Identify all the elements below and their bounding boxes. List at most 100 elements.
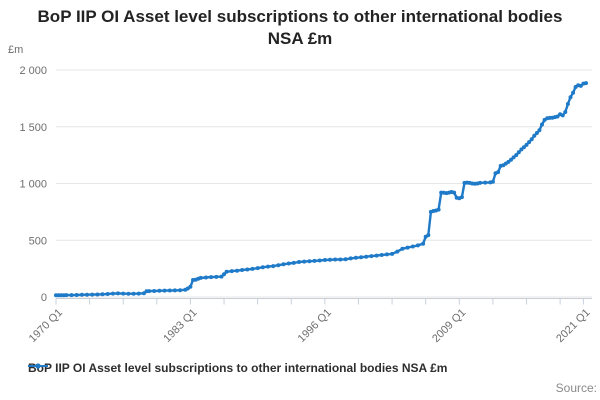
- data-point-marker: [209, 275, 214, 280]
- data-point-marker: [496, 170, 501, 175]
- data-point-marker: [563, 110, 568, 114]
- data-point-marker: [483, 180, 488, 185]
- line-chart-plot-area: 0 500 1 000 1 500 2 000 1970 Q1 1983 Q1 1996 Q1…: [19, 65, 592, 345]
- data-point-marker: [245, 267, 250, 272]
- data-point-marker: [374, 253, 379, 258]
- data-point-marker: [271, 264, 276, 269]
- data-point-marker: [229, 269, 234, 274]
- data-point-marker: [364, 254, 369, 259]
- legend-line-marker-icon: [28, 363, 48, 369]
- data-point-marker: [400, 246, 405, 251]
- data-point-marker: [516, 150, 521, 155]
- data-point-marker: [136, 291, 141, 296]
- data-point-marker: [452, 190, 457, 195]
- data-point-marker: [521, 145, 526, 150]
- data-point-marker: [312, 258, 317, 263]
- data-point-marker: [529, 137, 534, 142]
- data-point-marker: [276, 263, 281, 268]
- data-point-marker: [147, 289, 152, 294]
- data-point-marker: [565, 102, 570, 106]
- data-point-marker: [568, 95, 573, 100]
- data-point-marker: [250, 266, 255, 271]
- x-tick-label: 1996 Q1: [296, 307, 334, 345]
- data-point-marker: [343, 257, 348, 262]
- data-point-marker: [302, 259, 307, 264]
- y-tick-label: 2 000: [19, 65, 47, 77]
- data-point-marker: [291, 260, 296, 265]
- data-point-marker: [506, 159, 511, 164]
- data-point-marker: [297, 260, 301, 264]
- data-point-marker: [222, 272, 226, 277]
- chart-title: BoP IIP OI Asset level subscriptions to …: [37, 7, 563, 49]
- data-point-marker: [384, 252, 389, 257]
- data-point-marker: [214, 274, 219, 279]
- data-point-marker: [353, 255, 358, 260]
- data-point-marker: [167, 288, 172, 293]
- data-point-marker: [126, 291, 131, 296]
- data-point-marker: [421, 241, 426, 246]
- data-point-marker: [527, 140, 532, 145]
- data-point-marker: [410, 244, 415, 249]
- x-tick-label: 2021 Q1: [554, 307, 592, 345]
- data-point-marker: [540, 122, 544, 127]
- data-point-marker: [490, 179, 495, 184]
- data-point-marker: [157, 288, 162, 293]
- data-point-marker: [317, 258, 322, 263]
- data-point-marker: [534, 131, 539, 135]
- data-point-marker: [90, 292, 95, 297]
- data-point-marker: [110, 291, 115, 296]
- data-point-marker: [333, 257, 338, 262]
- data-point-marker: [100, 292, 105, 297]
- y-tick-label: 0: [41, 292, 47, 304]
- data-point-marker: [240, 268, 245, 272]
- data-point-marker: [188, 284, 193, 289]
- data-point-marker: [69, 293, 74, 298]
- data-point-marker: [74, 293, 79, 297]
- y-axis-unit-label: £m: [8, 44, 24, 56]
- data-point-marker: [322, 258, 327, 262]
- data-series-line: [54, 81, 588, 297]
- data-point-marker: [85, 292, 89, 297]
- data-point-marker: [105, 292, 110, 296]
- x-tick-label: 2009 Q1: [430, 307, 468, 345]
- y-tick-label: 1 500: [19, 122, 47, 134]
- source-caption: Source:: [555, 381, 597, 395]
- data-point-marker: [79, 292, 84, 297]
- data-point-marker: [162, 288, 167, 293]
- data-point-marker: [131, 291, 136, 296]
- data-point-marker: [436, 207, 441, 212]
- data-point-marker: [390, 251, 395, 256]
- x-tick-label: 1970 Q1: [27, 307, 65, 345]
- data-point-marker: [524, 142, 529, 147]
- data-point-marker: [537, 128, 542, 133]
- legend-label: BoP IIP OI Asset level subscriptions to …: [28, 361, 448, 375]
- data-point-marker: [405, 245, 410, 250]
- data-point-marker: [514, 153, 519, 158]
- data-point-marker: [224, 269, 229, 274]
- data-point-marker: [64, 293, 69, 298]
- data-point-marker: [509, 157, 513, 162]
- y-tick-label: 500: [29, 235, 47, 247]
- data-point-marker: [532, 133, 537, 138]
- data-point-marker: [95, 292, 100, 297]
- data-point-marker: [178, 288, 183, 293]
- legend: BoP IIP OI Asset level subscriptions to …: [28, 361, 447, 375]
- data-point-marker: [266, 264, 270, 269]
- data-point-marker: [338, 257, 343, 262]
- data-point-marker: [584, 81, 588, 86]
- data-point-marker: [571, 90, 576, 95]
- data-point-marker: [116, 291, 120, 296]
- data-point-marker: [328, 257, 332, 262]
- data-point-marker: [286, 261, 291, 266]
- data-point-marker: [478, 180, 482, 185]
- data-point-marker: [203, 275, 208, 280]
- data-point-marker: [152, 289, 157, 293]
- data-point-marker: [415, 243, 420, 248]
- data-point-marker: [348, 256, 353, 261]
- x-tick-label: 1983 Q1: [161, 307, 199, 345]
- data-point-marker: [121, 291, 126, 296]
- data-point-marker: [255, 266, 260, 271]
- data-point-marker: [379, 253, 384, 257]
- data-point-marker: [198, 275, 203, 280]
